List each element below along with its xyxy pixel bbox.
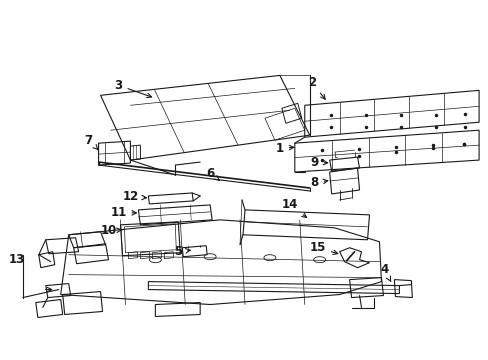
Text: 1: 1: [275, 141, 293, 155]
Text: 3: 3: [114, 79, 151, 98]
Text: 5: 5: [174, 245, 190, 258]
Text: 14: 14: [281, 198, 306, 217]
Text: 9: 9: [310, 156, 327, 168]
Text: 7: 7: [84, 134, 98, 149]
Text: 8: 8: [310, 176, 327, 189]
Text: 2: 2: [307, 76, 325, 99]
Text: 11: 11: [110, 206, 136, 219]
Text: 12: 12: [122, 190, 146, 203]
Text: 10: 10: [100, 224, 122, 237]
Text: 13: 13: [9, 253, 25, 266]
Text: 4: 4: [380, 263, 390, 282]
Text: 15: 15: [309, 241, 337, 255]
Text: 6: 6: [205, 167, 219, 180]
